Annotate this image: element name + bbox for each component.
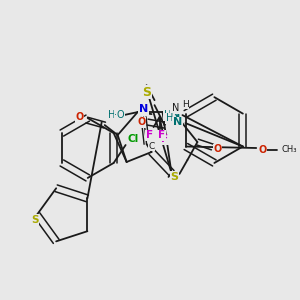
Text: S: S [31, 215, 39, 225]
Text: H: H [108, 110, 116, 120]
Text: S: S [170, 172, 178, 182]
Text: N: N [173, 117, 182, 127]
Text: Cl: Cl [128, 134, 139, 144]
Text: O: O [258, 145, 266, 155]
Text: CH₃: CH₃ [281, 146, 297, 154]
Text: N: N [171, 110, 180, 120]
Text: ·O: ·O [114, 110, 125, 120]
Text: F: F [146, 130, 153, 140]
Text: S: S [142, 86, 151, 99]
Text: N: N [172, 103, 179, 113]
Text: O: O [76, 112, 84, 122]
Text: H: H [166, 113, 173, 123]
Text: F: F [158, 130, 165, 140]
Text: O: O [213, 144, 221, 154]
Text: C: C [148, 142, 155, 151]
Text: H: H [164, 110, 171, 120]
Text: O: O [137, 117, 146, 127]
Text: H: H [182, 100, 189, 109]
Text: N: N [139, 104, 148, 114]
Text: F: F [161, 134, 168, 144]
